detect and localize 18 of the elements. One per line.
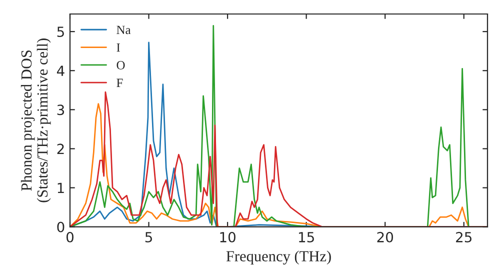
legend-label: F <box>116 78 123 87</box>
x-tick-label: 20 <box>377 232 394 242</box>
y-axis-title: Phonon projected DOS (States/THz·primitive cell) <box>20 38 51 202</box>
x-axis-title: Frequency (THz) <box>226 250 331 265</box>
x-tick-label: 0 <box>66 232 74 242</box>
y-tick-label: 4 <box>56 66 64 76</box>
y-tick-label: 3 <box>57 104 64 116</box>
legend-label: O <box>116 61 125 70</box>
y-tick-label: 1 <box>58 182 64 194</box>
y-tick-label: 0 <box>57 222 64 232</box>
x-tick-label: 5 <box>145 232 152 242</box>
legend-label: I <box>116 43 120 52</box>
x-tick-label: 10 <box>220 232 236 242</box>
x-tick-label: 25 <box>456 232 472 242</box>
y-tick-label: 2 <box>57 144 64 154</box>
legend-label: Na <box>116 26 131 34</box>
y-tick-label: 5 <box>57 26 64 38</box>
x-tick-label: 15 <box>299 232 314 242</box>
